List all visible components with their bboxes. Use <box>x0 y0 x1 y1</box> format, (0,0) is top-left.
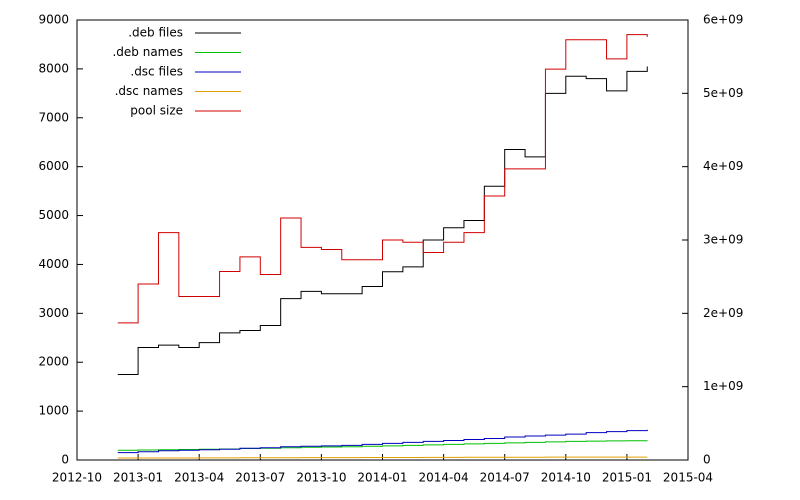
y-tick-label: 8000 <box>38 61 69 75</box>
legend-label: pool size <box>130 104 183 118</box>
y2-tick-label: 4e+09 <box>703 159 743 173</box>
series-line <box>117 456 648 459</box>
x-tick-label: 2014-04 <box>419 471 469 485</box>
x-tick-label: 2013-07 <box>235 471 285 485</box>
legend-label: .dsc files <box>130 65 183 79</box>
y-tick-label: 5000 <box>38 208 69 222</box>
x-tick-label: 2015-04 <box>663 471 713 485</box>
y2-tick-label: 5e+09 <box>703 86 743 100</box>
y-tick-label: 2000 <box>38 355 69 369</box>
x-tick-label: 2012-10 <box>52 471 102 485</box>
y-tick-label: 7000 <box>38 110 69 124</box>
x-tick-label: 2014-01 <box>357 471 407 485</box>
x-tick-label: 2014-10 <box>541 471 591 485</box>
series-line <box>117 429 648 454</box>
y-tick-label: 4000 <box>38 257 69 271</box>
y-tick-label: 3000 <box>38 306 69 320</box>
legend-label: .deb files <box>128 26 183 40</box>
x-tick-label: 2013-10 <box>296 471 346 485</box>
y-tick-label: 9000 <box>38 13 69 27</box>
y2-tick-label: 3e+09 <box>703 233 743 247</box>
y-tick-label: 6000 <box>38 159 69 173</box>
x-tick-label: 2014-07 <box>480 471 530 485</box>
y2-tick-label: 2e+09 <box>703 306 743 320</box>
x-tick-label: 2013-01 <box>113 471 163 485</box>
x-tick-label: 2015-01 <box>602 471 652 485</box>
series-line <box>117 34 648 324</box>
legend-label: .deb names <box>112 45 183 59</box>
y-tick-label: 0 <box>61 453 69 467</box>
series-line <box>117 66 648 375</box>
y2-tick-label: 0 <box>703 453 711 467</box>
x-tick-label: 2013-04 <box>174 471 224 485</box>
y2-tick-label: 6e+09 <box>703 13 743 27</box>
series-line <box>117 440 648 451</box>
y-tick-label: 1000 <box>38 404 69 418</box>
legend-label: .dsc names <box>115 84 183 98</box>
y2-tick-label: 1e+09 <box>703 379 743 393</box>
